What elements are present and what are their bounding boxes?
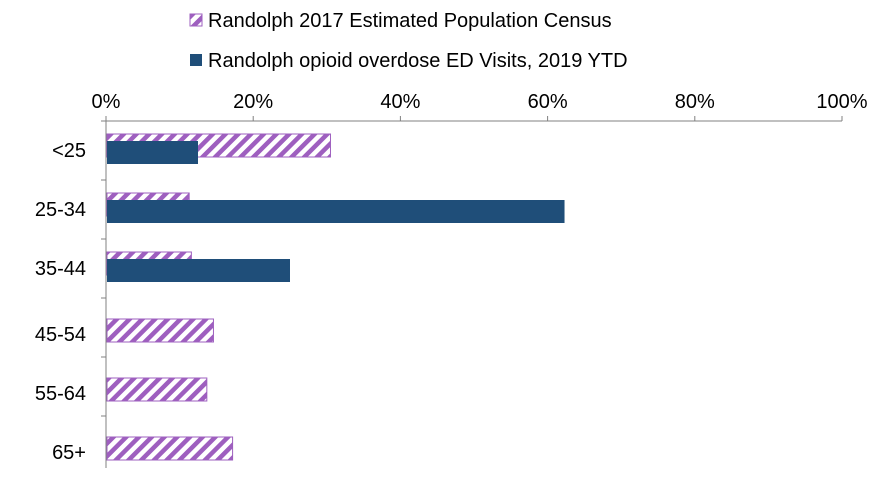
- legend-label-2: Randolph opioid overdose ED Visits, 2019…: [208, 50, 628, 72]
- x-tick-label: 40%: [380, 91, 420, 113]
- x-tick-label: 80%: [675, 91, 715, 113]
- bar-population-65+: [106, 436, 234, 461]
- legend: Randolph 2017 Estimated Population Censu…: [189, 10, 628, 72]
- category-label: 65+: [52, 442, 86, 464]
- bar-ed-visits-35-44: [107, 259, 290, 282]
- bar-population-45-54: [106, 318, 214, 343]
- category-label: 45-54: [35, 324, 86, 346]
- category-label: <25: [52, 140, 86, 162]
- y-axis: <25 25-34 35-44 45-54 55-64 65+: [35, 140, 86, 464]
- x-tick-label: 0%: [92, 91, 121, 113]
- category-label: 35-44: [35, 258, 86, 280]
- category-label: 55-64: [35, 383, 86, 405]
- bar-ed-visits-25-34: [107, 200, 565, 223]
- x-tick-label: 100%: [816, 91, 867, 113]
- category-label: 25-34: [35, 199, 86, 221]
- legend-swatch-2: [190, 54, 202, 66]
- bar-ed-visits-<25: [107, 141, 198, 164]
- legend-swatch-1: [189, 13, 203, 27]
- legend-label-1: Randolph 2017 Estimated Population Censu…: [208, 10, 612, 32]
- bars: [106, 133, 565, 461]
- x-axis: 0% 20% 40% 60% 80% 100%: [92, 91, 868, 468]
- x-tick-label: 60%: [528, 91, 568, 113]
- bar-population-55-64: [106, 377, 208, 402]
- x-tick-label: 20%: [233, 91, 273, 113]
